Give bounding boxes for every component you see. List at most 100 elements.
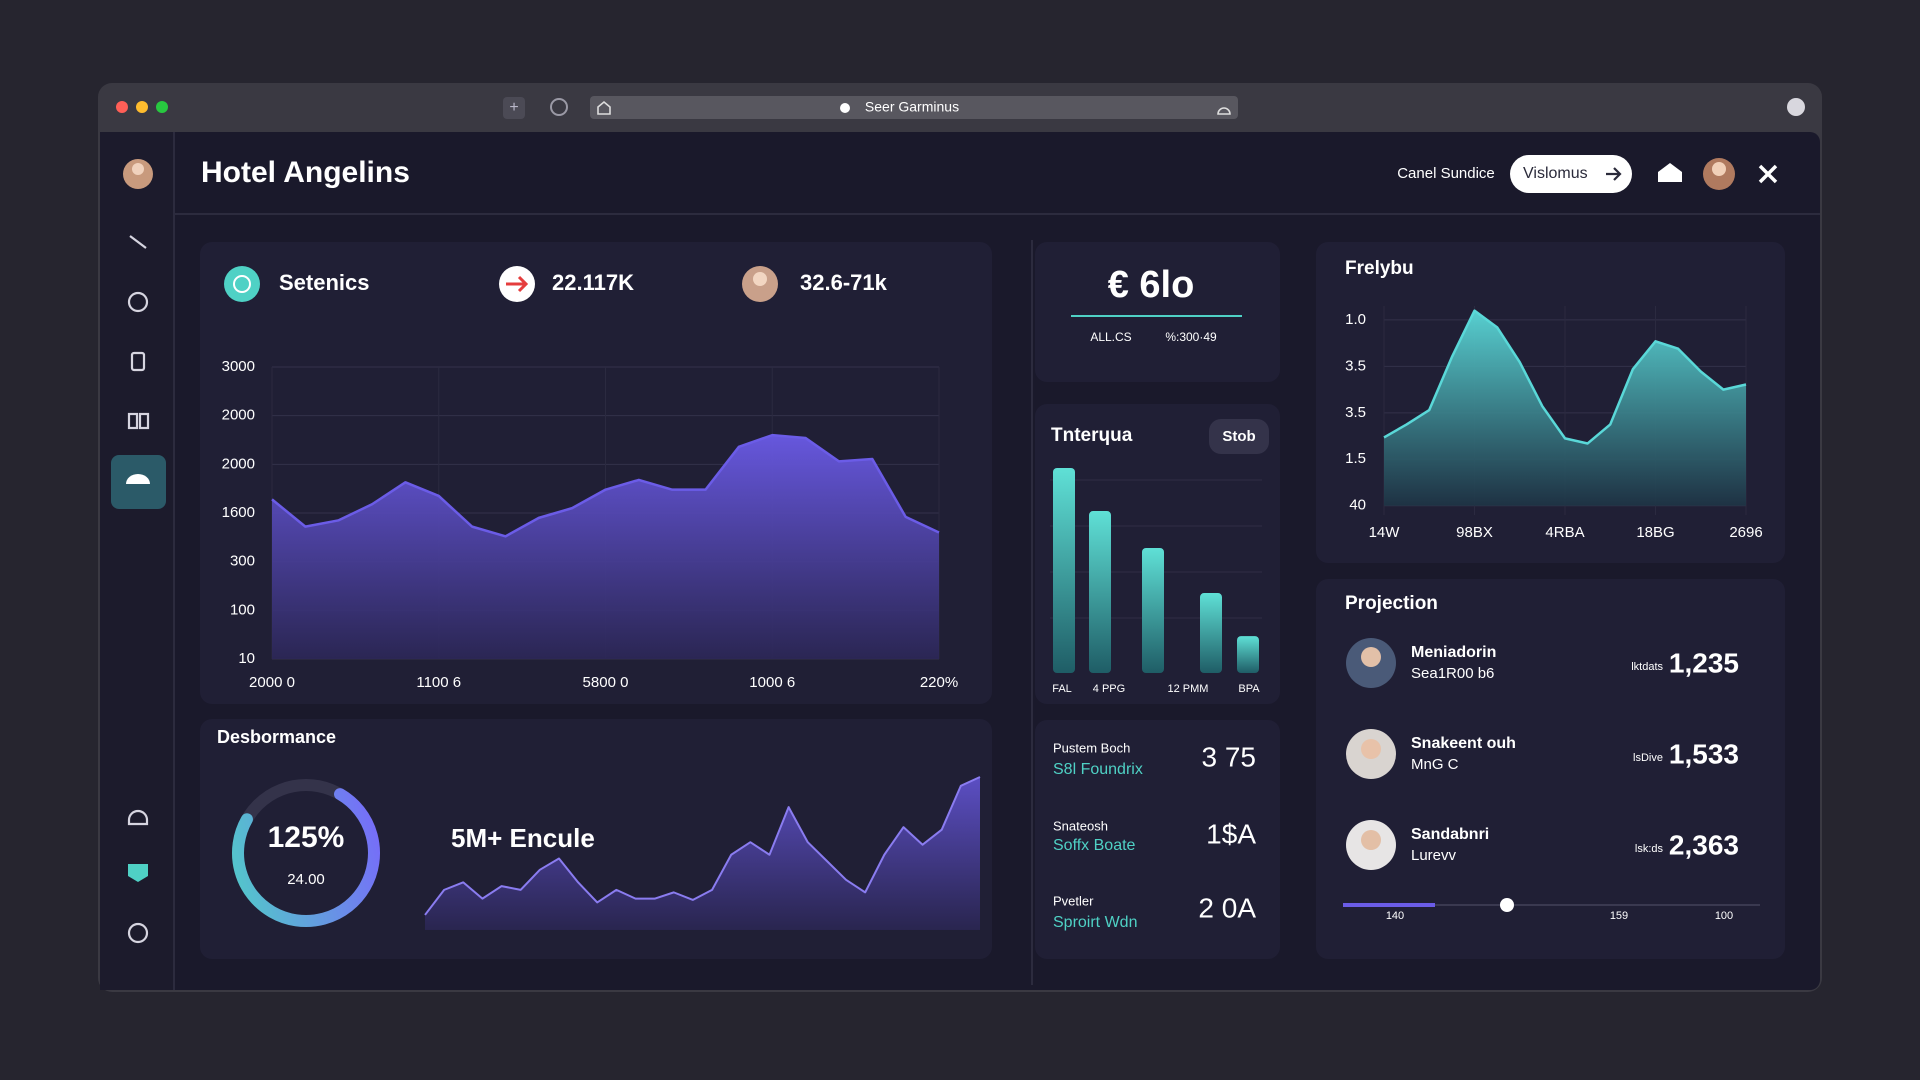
- row-value: 1,235: [1669, 647, 1739, 678]
- chart-title: Frelybu: [1345, 258, 1414, 279]
- y-tick-label: 100: [230, 601, 255, 618]
- chart-button[interactable]: [1209, 419, 1269, 454]
- summary-sub: Soffx Boate: [1053, 837, 1136, 854]
- page-title: Hotel Angelins: [201, 156, 410, 189]
- new-tab-icon: +: [509, 99, 518, 116]
- slider-label: 100: [1715, 910, 1733, 922]
- chart-button-label: Stob: [1222, 428, 1255, 445]
- arrow-icon: [1606, 167, 1622, 181]
- sidebar-icon-grid[interactable]: [127, 412, 139, 430]
- reload[interactable]: [550, 98, 568, 116]
- x-tick-label: 12 PMM: [1168, 683, 1209, 695]
- x-tick-label: 14W: [1369, 524, 1401, 541]
- summary-value: 3 75: [1202, 741, 1257, 772]
- summary-sub: Sproirt Wdn: [1053, 914, 1137, 931]
- card-projection: [1316, 579, 1785, 959]
- x-tick-label: 220%: [920, 674, 958, 691]
- y-tick-label: 1600: [222, 504, 255, 521]
- x-tick-label: 98BX: [1456, 524, 1493, 541]
- projection-title: Projection: [1345, 593, 1438, 614]
- chart-title: Desbormance: [217, 727, 336, 747]
- row-name: Meniadorin: [1411, 644, 1496, 661]
- summary-label: Pvetler: [1053, 893, 1094, 908]
- slider-label: 140: [1386, 910, 1404, 922]
- header-button[interactable]: [1510, 155, 1632, 193]
- row-avatar-face: [1361, 739, 1381, 759]
- x-tick-label: 2696: [1729, 524, 1762, 541]
- annotation: 5M+ Encule: [451, 823, 595, 853]
- avatar-face: [132, 163, 144, 175]
- secure-dot: [840, 103, 850, 113]
- y-tick-label: 3.5: [1345, 357, 1366, 374]
- header-button-label: Vislomus: [1523, 165, 1588, 182]
- window-close[interactable]: [116, 101, 128, 113]
- close-button[interactable]: [1758, 164, 1778, 184]
- home-icon: [597, 100, 611, 115]
- window-minimize[interactable]: [136, 101, 148, 113]
- row-name: Sandabnri: [1411, 826, 1489, 843]
- bar: [1142, 547, 1164, 673]
- chart-title: Setenics: [279, 270, 370, 295]
- x-tick-label: BPA: [1238, 683, 1260, 695]
- bar: [1237, 636, 1259, 673]
- area-line: [1383, 309, 1747, 445]
- slider-knob[interactable]: [1500, 898, 1514, 912]
- y-tick-label: 1.0: [1345, 311, 1366, 328]
- x-tick-label: FAL: [1052, 683, 1072, 695]
- home-button[interactable]: [1658, 163, 1682, 182]
- sidebar-icon-gauge[interactable]: [127, 291, 149, 313]
- area-fill: [1384, 310, 1746, 506]
- row-sub: MnG C: [1411, 756, 1459, 773]
- sidebar-icon-chat[interactable]: [128, 864, 148, 882]
- card-summary: [1035, 720, 1280, 959]
- x-tick-label: 5800 0: [583, 674, 629, 691]
- sidebar-icon-bell[interactable]: [127, 809, 149, 826]
- area-line: [271, 433, 940, 538]
- window-zoom[interactable]: [156, 101, 168, 113]
- row-avatar-face: [1361, 647, 1381, 667]
- address-bar[interactable]: [590, 96, 1238, 119]
- stat-value: 22.117K: [552, 270, 634, 295]
- row-sub: Lurevv: [1411, 847, 1457, 864]
- stat-value: 32.6-71k: [800, 270, 888, 295]
- x-tick-label: 1000 6: [749, 674, 795, 691]
- summary-sub: S8l Foundrix: [1053, 761, 1143, 778]
- row-avatar-face: [1361, 830, 1381, 850]
- slider-label: 159: [1610, 910, 1628, 922]
- chart-title: Tnterɥua: [1051, 425, 1133, 446]
- summary-value: 1$A: [1206, 818, 1256, 849]
- area-line: [424, 776, 981, 916]
- area-fill: [272, 435, 939, 659]
- sidebar-icon-document[interactable]: [130, 351, 146, 372]
- gauge-sub: 24.00: [287, 871, 325, 888]
- y-tick-label: 40: [1349, 497, 1366, 514]
- row-note: lktdats: [1631, 661, 1663, 673]
- projection-list: Meniadorin Sea1R00 b6 lktdats 1,235 Snak…: [1346, 638, 1739, 870]
- share-icon[interactable]: [1217, 107, 1231, 115]
- new-tab[interactable]: [503, 97, 525, 119]
- sidebar-icon-cloud: [126, 474, 150, 484]
- y-tick-label: 300: [230, 553, 255, 570]
- sidebar-icon-info[interactable]: [127, 922, 149, 944]
- x-tick-label: 1100 6: [416, 674, 461, 691]
- row-value: 2,363: [1669, 829, 1739, 860]
- stat-icon: [224, 266, 260, 302]
- profile-icon[interactable]: [1787, 98, 1805, 116]
- bar: [1200, 593, 1222, 673]
- x-tick-label: 18BG: [1636, 524, 1674, 541]
- stat-avatar-face: [753, 272, 767, 286]
- balance-label: %:300·49: [1165, 330, 1217, 344]
- y-tick-label: 2000: [222, 407, 255, 424]
- summary-label: Snateosh: [1053, 818, 1108, 833]
- card-balance: [1035, 242, 1280, 382]
- y-tick-label: 3.5: [1345, 404, 1366, 421]
- sidebar-icon-tools[interactable]: [129, 235, 147, 249]
- y-tick-label: 2000: [222, 455, 255, 472]
- y-tick-label: 1.5: [1345, 450, 1366, 467]
- x-tick-label: 4 PPG: [1093, 683, 1125, 695]
- row-sub: Sea1R00 b6: [1411, 665, 1494, 682]
- stat-arrow: [506, 275, 529, 293]
- summary-value: 2 0A: [1198, 892, 1256, 923]
- row-note: lsk:ds: [1635, 843, 1664, 855]
